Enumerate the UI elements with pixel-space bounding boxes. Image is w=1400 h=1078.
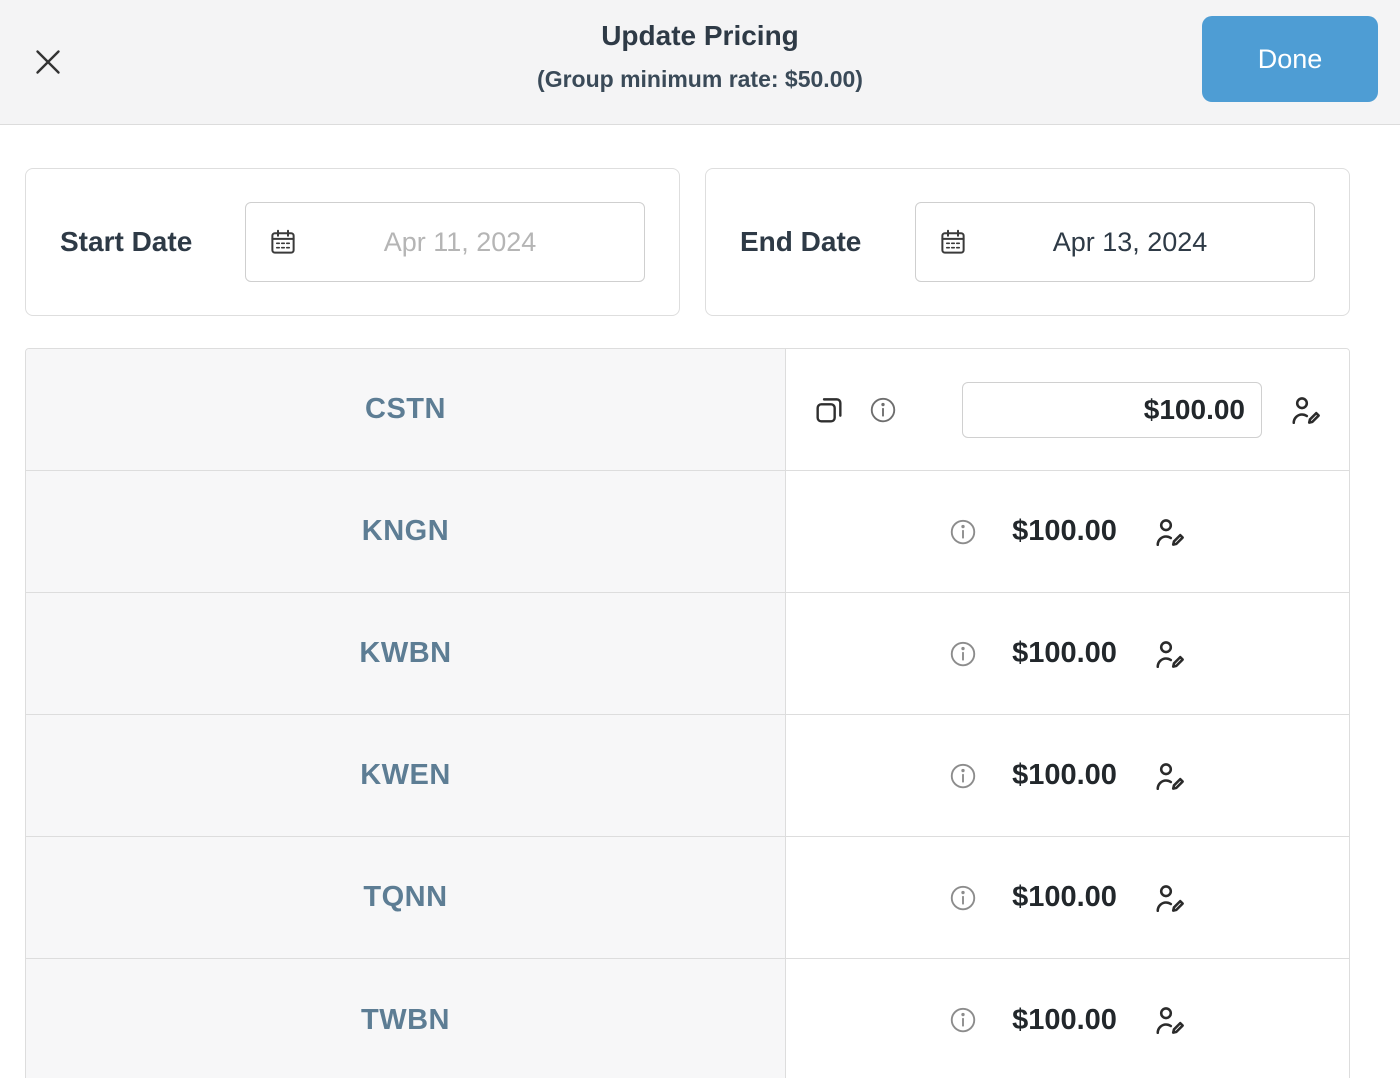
table-row: TWBN $100.00 [26, 959, 1349, 1078]
room-code: KNGN [361, 515, 450, 547]
copy-icon[interactable] [812, 393, 846, 427]
date-row: Start Date Apr 11, 2024 End Date [0, 125, 1400, 316]
table-row: CSTN [26, 349, 1349, 471]
room-code: KWBN [359, 637, 452, 669]
start-date-card: Start Date Apr 11, 2024 [25, 168, 680, 316]
calendar-icon [938, 227, 968, 257]
table-row: KWEN $100.00 [26, 715, 1349, 837]
price-value: $100.00 [1012, 759, 1117, 791]
start-date-value: Apr 11, 2024 [383, 226, 537, 257]
close-icon[interactable] [28, 42, 68, 82]
calendar-icon [268, 227, 298, 257]
table-row: KNGN $100.00 [26, 471, 1349, 593]
info-icon[interactable] [948, 1005, 978, 1035]
end-date-value: Apr 13, 2024 [1052, 226, 1208, 257]
price-value: $100.00 [1012, 1003, 1117, 1036]
end-date-label: End Date [740, 226, 862, 257]
room-code: TQNN [363, 881, 448, 913]
person-edit-icon[interactable] [1151, 1002, 1187, 1038]
info-icon[interactable] [948, 639, 978, 669]
info-icon[interactable] [948, 883, 978, 913]
person-edit-icon[interactable] [1151, 636, 1187, 672]
end-date-input[interactable]: Apr 13, 2024 [915, 202, 1315, 282]
price-input[interactable] [962, 381, 1262, 438]
pricing-table: CSTN [25, 348, 1350, 1078]
header-titles: Update Pricing (Group minimum rate: $50.… [0, 20, 1400, 93]
table-row: TQNN $100.00 [26, 837, 1349, 959]
person-edit-icon[interactable] [1151, 514, 1187, 550]
info-icon[interactable] [948, 517, 978, 547]
person-edit-icon[interactable] [1151, 880, 1187, 916]
modal-header: Update Pricing (Group minimum rate: $50.… [0, 0, 1400, 125]
info-icon[interactable] [868, 395, 898, 425]
room-code: CSTN [365, 393, 446, 425]
person-edit-icon[interactable] [1151, 758, 1187, 794]
page-title: Update Pricing [601, 20, 799, 51]
page-subtitle: (Group minimum rate: $50.00) [537, 66, 863, 92]
room-code: TWBN [361, 1003, 450, 1036]
end-date-card: End Date Apr 13, 2024 [705, 168, 1350, 316]
room-code: KWEN [360, 759, 451, 791]
price-value: $100.00 [1012, 881, 1117, 913]
person-edit-icon[interactable] [1287, 392, 1323, 428]
table-row: KWBN $100.00 [26, 593, 1349, 715]
price-value: $100.00 [1012, 637, 1117, 669]
start-date-label: Start Date [60, 226, 193, 257]
info-icon[interactable] [948, 761, 978, 791]
price-value: $100.00 [1012, 515, 1117, 547]
start-date-input[interactable]: Apr 11, 2024 [245, 202, 645, 282]
done-button[interactable]: Done [1202, 16, 1378, 102]
